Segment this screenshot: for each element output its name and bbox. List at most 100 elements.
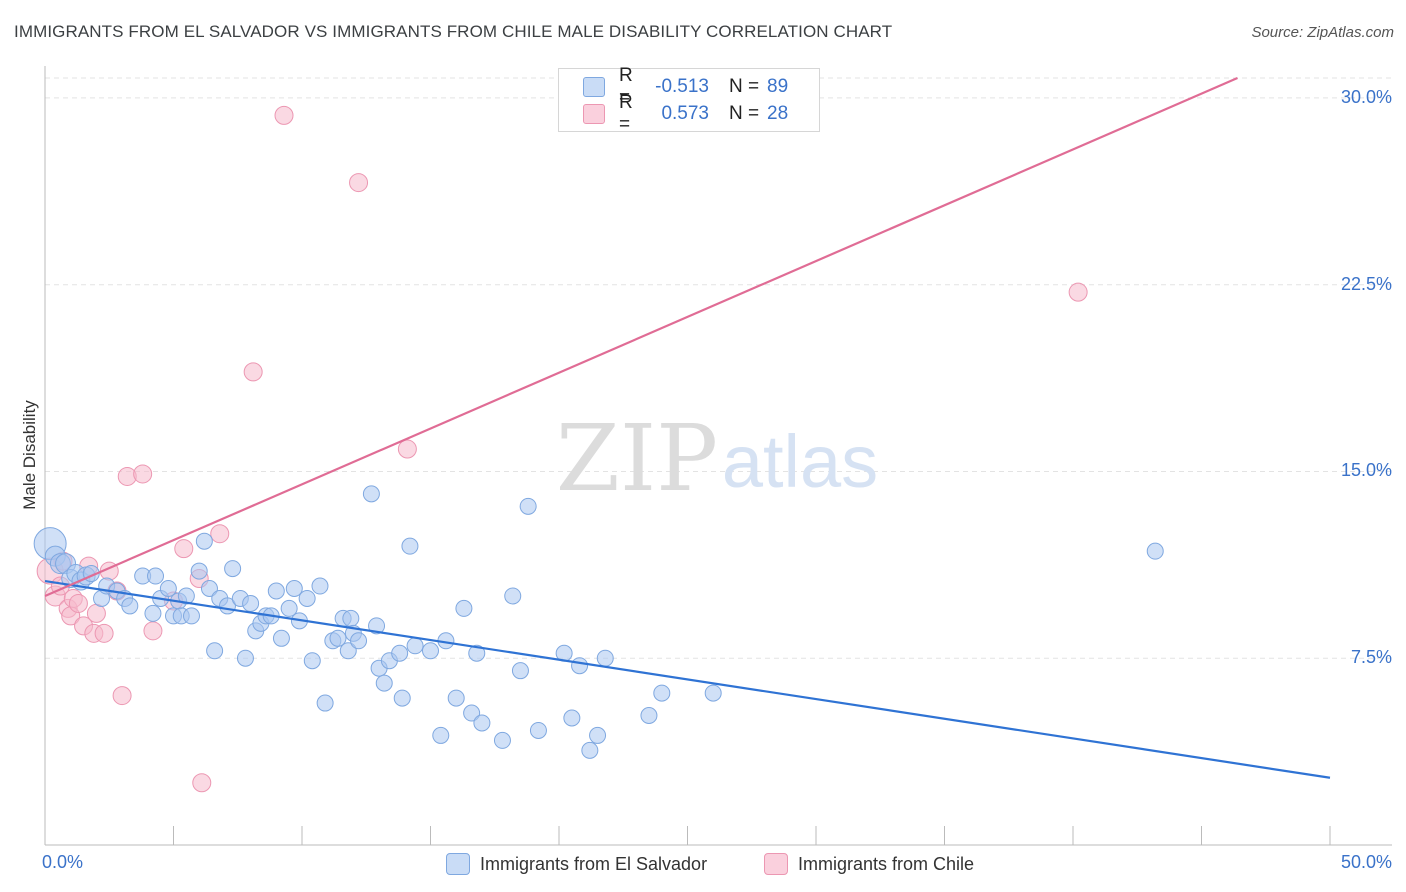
el-salvador-point <box>272 629 290 647</box>
chile-point <box>86 603 106 623</box>
watermark: ZIP atlas <box>556 405 878 512</box>
el-salvador-point <box>121 597 139 615</box>
el-salvador-point <box>182 607 200 625</box>
el-salvador-point <box>195 532 213 550</box>
chile-point <box>349 173 369 193</box>
legend-item-chile[interactable]: Immigrants from Chile <box>764 852 974 876</box>
el-salvador-point <box>653 684 671 702</box>
y-tick-label: 7.5% <box>1350 647 1392 668</box>
chile-point <box>68 593 88 613</box>
chile-point <box>274 105 294 125</box>
el-salvador-point <box>519 497 537 515</box>
el-salvador-point <box>455 599 473 617</box>
chile-point <box>143 621 163 641</box>
chile-point <box>243 362 263 382</box>
el-salvador-point <box>640 707 658 725</box>
trend-lines <box>44 76 1331 779</box>
series-chile-points <box>36 105 1088 793</box>
legend-row-chile: R = 0.573 N = 28 <box>583 92 789 135</box>
el-salvador-point <box>589 726 607 744</box>
n-label: N = <box>729 76 760 97</box>
el-salvador-point <box>144 604 162 622</box>
el-salvador-point <box>350 632 368 650</box>
legend-item-el-salvador[interactable]: Immigrants from El Salvador <box>446 852 707 876</box>
r-value: 0.573 <box>661 103 709 124</box>
y-tick-label: 30.0% <box>1340 86 1392 107</box>
x-tick-label-max: 50.0% <box>1340 852 1392 872</box>
chile-point <box>174 539 194 559</box>
legend-label: Immigrants from Chile <box>798 853 975 874</box>
chile-point <box>397 439 417 459</box>
el-salvador-point <box>401 537 419 555</box>
y-tick-label: 22.5% <box>1340 273 1392 294</box>
chart-title: IMMIGRANTS FROM EL SALVADOR VS IMMIGRANT… <box>14 22 893 41</box>
el-salvador-point <box>159 580 177 598</box>
n-value: 28 <box>767 103 789 124</box>
legend-swatch-blue <box>583 77 605 97</box>
el-salvador-point <box>267 582 285 600</box>
el-salvador-point <box>391 644 409 662</box>
el-salvador-point <box>147 567 165 585</box>
n-label: N = <box>729 103 760 124</box>
el-salvador-point <box>422 642 439 660</box>
el-salvador-trend-line <box>44 579 1331 779</box>
watermark-atlas: atlas <box>722 420 878 503</box>
legend-row-el-salvador: R = -0.513 N = 89 <box>583 65 789 108</box>
r-label: R = <box>619 65 633 108</box>
el-salvador-point <box>190 562 208 580</box>
el-salvador-point <box>1146 542 1164 560</box>
legend-swatch-blue <box>446 853 470 875</box>
el-salvador-point <box>406 637 424 655</box>
el-salvador-point <box>362 485 380 503</box>
el-salvador-point <box>432 726 450 744</box>
el-salvador-point <box>511 662 529 680</box>
el-salvador-point <box>393 689 411 707</box>
el-salvador-point <box>342 609 360 627</box>
el-salvador-point <box>463 704 481 722</box>
el-salvador-point <box>504 587 522 605</box>
el-salvador-point <box>280 599 298 617</box>
legend-label: Immigrants from El Salvador <box>480 853 708 874</box>
el-salvador-point <box>563 709 581 727</box>
el-salvador-point <box>224 560 242 578</box>
n-value: 89 <box>767 76 789 97</box>
el-salvador-point <box>447 689 465 707</box>
axes <box>44 66 1392 846</box>
el-salvador-point <box>368 617 386 635</box>
el-salvador-point <box>571 657 589 675</box>
el-salvador-point <box>285 580 303 598</box>
el-salvador-point <box>242 594 260 612</box>
chile-trend-line <box>44 76 1238 597</box>
watermark-zip: ZIP <box>556 405 718 512</box>
el-salvador-point <box>704 684 722 702</box>
chile-point <box>133 464 153 484</box>
el-salvador-point <box>200 580 218 598</box>
chile-point <box>1068 282 1088 302</box>
source-credit: Source: ZipAtlas.com <box>1251 24 1394 41</box>
r-value: -0.513 <box>655 76 709 97</box>
el-salvador-point <box>473 714 491 732</box>
chile-point <box>210 524 230 544</box>
y-tick-label: 15.0% <box>1340 460 1392 481</box>
el-salvador-point <box>329 629 347 647</box>
correlation-legend: R = -0.513 N = 89 R = 0.573 N = 28 <box>558 65 820 135</box>
el-salvador-point <box>177 587 195 605</box>
el-salvador-point <box>206 642 224 660</box>
el-salvador-point <box>529 721 547 739</box>
chile-point <box>192 773 212 793</box>
el-salvador-point <box>581 741 599 759</box>
x-tick-label-min: 0.0% <box>42 852 84 872</box>
el-salvador-point <box>303 652 321 670</box>
el-salvador-point <box>596 649 614 667</box>
el-salvador-point <box>375 674 393 692</box>
el-salvador-point <box>316 694 334 712</box>
el-salvador-point <box>236 649 254 667</box>
r-label: R = <box>619 92 633 135</box>
el-salvador-point <box>493 731 511 749</box>
el-salvador-point <box>311 577 329 595</box>
chile-point <box>94 623 114 643</box>
legend-swatch-pink <box>764 853 788 875</box>
el-salvador-point <box>339 642 357 660</box>
el-salvador-point <box>468 644 486 662</box>
